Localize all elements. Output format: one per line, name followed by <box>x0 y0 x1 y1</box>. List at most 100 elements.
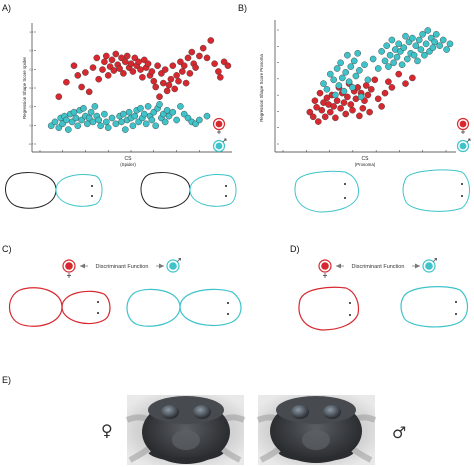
scatter-point-male-b <box>326 70 334 78</box>
scatter-point-male-a <box>74 122 82 130</box>
scatter-point-female-a <box>180 62 188 69</box>
scatter-point-female-a <box>188 48 196 56</box>
scatter-point-female-a <box>110 67 118 74</box>
scatter-point-male-a <box>169 108 177 116</box>
scatter-point-male-a <box>84 120 91 128</box>
scatter-point-female-a <box>104 72 112 79</box>
scatter-point-female-a <box>215 68 222 75</box>
y-tick-label-a: 0.6 <box>29 67 33 71</box>
scatter-point-male-b <box>333 65 341 72</box>
scatter-point-female-a <box>165 81 173 89</box>
scatter-point-male-b <box>349 84 356 91</box>
scatter-point-male-b <box>320 80 327 87</box>
scatter-point-female-b <box>349 106 356 114</box>
scatter-point-female-a <box>148 68 156 75</box>
y-tick-label-a: 0.4 <box>29 86 33 90</box>
scatter-point-female-a <box>103 52 110 60</box>
scatter-point-male-b <box>412 42 420 50</box>
scatter-point-male-b <box>345 78 353 85</box>
scatter-point-male-a <box>120 110 127 118</box>
outline-a-right <box>140 172 237 209</box>
scatter-point-male-b <box>424 27 432 34</box>
scatter-point-female-a <box>74 72 82 79</box>
scatter-point-female-a <box>154 62 161 69</box>
scatter-point-male-a <box>89 118 97 126</box>
scatter-point-male-b <box>393 53 401 61</box>
scatter-point-male-b <box>364 76 372 84</box>
scatter-point-male-b <box>422 40 430 48</box>
scatter-point-male-b <box>415 36 423 44</box>
scatter-plot-a: 1.0 0.8 0.6 0.4 0.2 0.0 -0.2 Regression Shape … <box>22 23 232 167</box>
scatter-point-female-a <box>89 64 97 71</box>
scatter-point-female-b <box>356 112 363 120</box>
scatter-point-female-a <box>108 56 116 64</box>
scatter-point-male-b <box>335 82 343 89</box>
spider-photo-female <box>125 395 246 465</box>
scatter-point-female-b <box>321 113 329 121</box>
outline-b-left <box>294 170 359 213</box>
scatter-point-female-a <box>192 64 199 71</box>
scatter-point-male-a <box>103 118 110 126</box>
scatter-point-female-a <box>116 65 123 72</box>
scatter-point-female-a <box>78 83 85 91</box>
y-tick-label-a: 1.0 <box>29 30 33 34</box>
scatter-point-male-a <box>163 107 171 114</box>
panel-label-c: C) <box>2 244 12 254</box>
scatter-point-male-b <box>388 36 396 44</box>
legend-b <box>456 117 471 153</box>
scatter-point-female-b <box>314 118 322 125</box>
scatter-point-female-a <box>161 66 169 73</box>
panel-label-b: B) <box>238 3 247 13</box>
scatter-point-male-b <box>352 72 360 80</box>
scatter-point-male-a <box>137 105 144 112</box>
x-axis-sublabel-a: (Spider) <box>120 162 136 167</box>
y-axis-label-a: Regression Shape Score spider <box>22 56 27 119</box>
scatter-point-female-a <box>216 74 224 81</box>
scatter-point-female-b <box>347 101 355 108</box>
scatter-point-female-b <box>323 94 331 102</box>
discriminant-function-label-c: Discriminant Function <box>96 264 149 270</box>
scatter-point-male-b <box>338 74 346 82</box>
scatter-point-female-a <box>156 93 163 100</box>
spider-photo-male <box>256 395 377 465</box>
scatter-point-female-b <box>409 74 416 82</box>
scatter-point-male-a <box>108 114 116 122</box>
scatter-point-female-a <box>167 75 175 83</box>
scatter-point-female-b <box>337 105 344 112</box>
scatter-point-female-b <box>388 84 396 91</box>
scatter-point-male-a <box>122 126 129 133</box>
scatter-point-female-b <box>385 78 392 85</box>
scatter-point-female-a <box>175 77 182 85</box>
scatter-point-male-a <box>152 122 159 130</box>
scatter-point-male-b <box>410 51 418 59</box>
scatter-point-female-a <box>184 54 192 62</box>
scatter-point-male-a <box>112 120 120 128</box>
scatter-point-male-a <box>203 112 211 120</box>
outline-c-male <box>126 288 242 327</box>
y-tick-label-a: 0.8 <box>29 49 33 53</box>
scatter-point-male-a <box>173 116 180 124</box>
scatter-point-female-b <box>378 103 385 110</box>
scatter-point-male-b <box>446 40 454 48</box>
scatter-point-female-b <box>313 104 320 111</box>
scatter-point-female-a <box>139 74 146 81</box>
y-axis-label-b: Regression Shape Score Prosoma <box>259 54 264 122</box>
scatter-point-male-a <box>140 110 148 118</box>
scatter-point-male-b <box>421 51 428 59</box>
scatter-point-female-a <box>224 62 232 69</box>
scatter-point-male-b <box>409 34 416 42</box>
scatter-point-male-b <box>402 32 409 40</box>
scatter-point-female-a <box>178 68 186 75</box>
scatter-point-male-a <box>97 122 104 130</box>
scatter-point-male-a <box>70 108 78 116</box>
scatter-point-female-a <box>152 83 159 91</box>
scatter-point-female-b <box>342 110 350 118</box>
scatter-point-female-a <box>55 93 63 100</box>
scatter-point-male-b <box>361 61 368 68</box>
scatter-point-male-b <box>395 40 403 48</box>
scatter-point-female-a <box>144 60 152 68</box>
scatter-point-male-b <box>381 57 389 65</box>
scatter-point-female-a <box>70 62 78 69</box>
scatter-point-female-a <box>82 69 89 76</box>
scatter-point-male-a <box>156 101 163 108</box>
